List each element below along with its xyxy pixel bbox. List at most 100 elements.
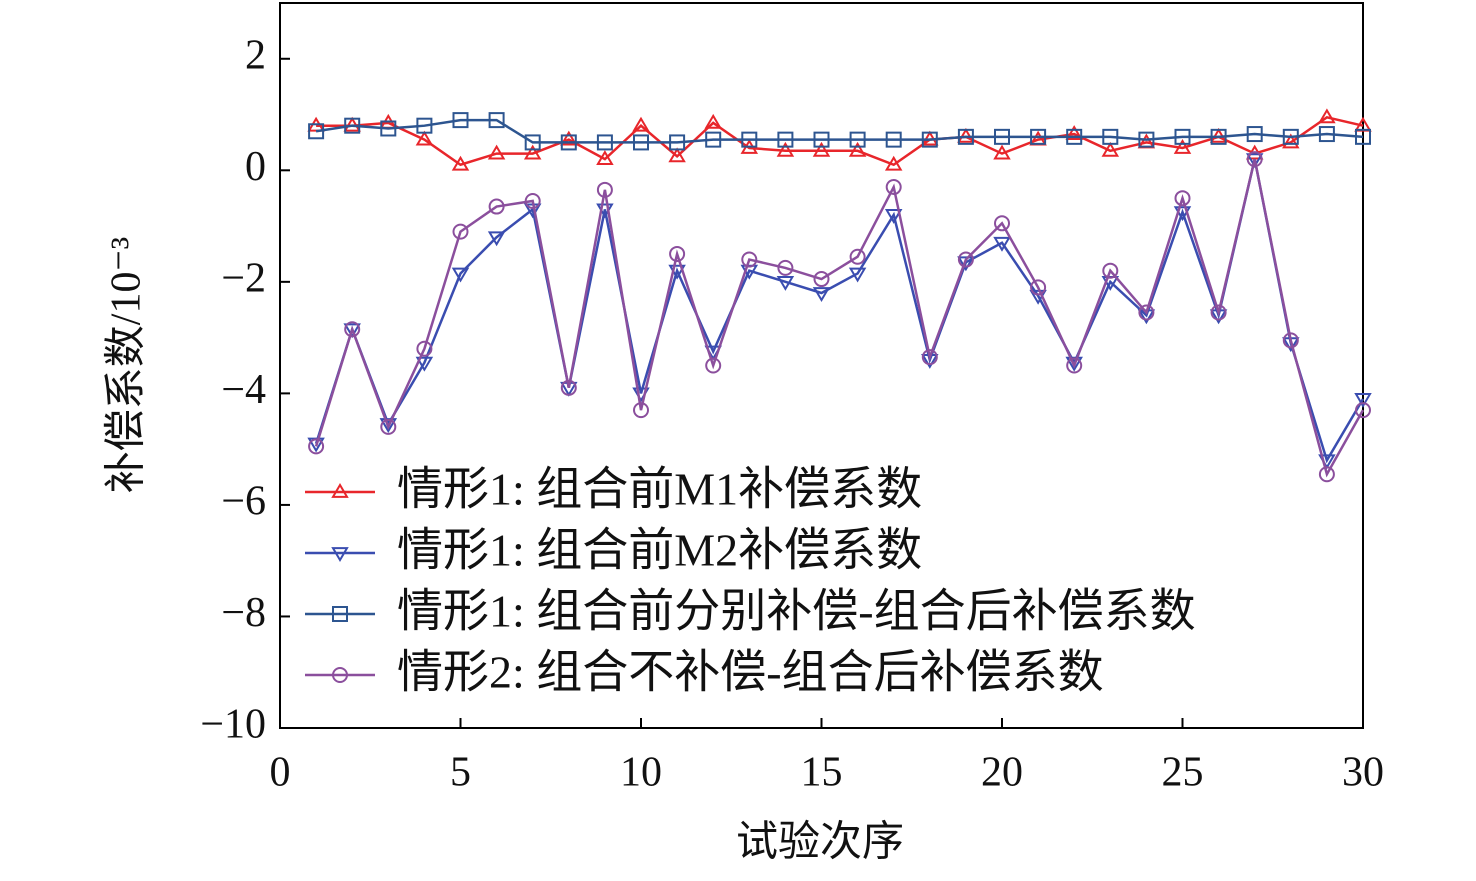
marker bbox=[704, 113, 722, 129]
marker bbox=[1318, 466, 1335, 483]
marker bbox=[1102, 262, 1119, 279]
marker bbox=[344, 117, 361, 134]
marker bbox=[560, 134, 577, 151]
marker bbox=[488, 112, 505, 129]
series-line bbox=[314, 158, 1365, 478]
series-line bbox=[316, 115, 1364, 167]
marker bbox=[308, 438, 325, 455]
marker bbox=[994, 215, 1010, 232]
marker bbox=[633, 134, 649, 151]
marker bbox=[884, 209, 903, 224]
marker bbox=[777, 259, 794, 276]
marker bbox=[560, 379, 577, 396]
marker bbox=[885, 179, 902, 196]
marker bbox=[1173, 139, 1192, 154]
marker bbox=[669, 245, 686, 262]
marker bbox=[813, 271, 830, 288]
y-tick-label: −2 bbox=[221, 255, 266, 301]
legend-label: 情形1: 组合前分别补偿-组合后补偿系数 bbox=[397, 586, 1196, 637]
marker bbox=[452, 223, 469, 240]
x-tick-label: 25 bbox=[1162, 750, 1204, 796]
y-tick-label: −8 bbox=[221, 590, 266, 636]
legend-label: 情形2: 组合不补偿-组合后补偿系数 bbox=[397, 647, 1104, 698]
marker bbox=[1066, 357, 1083, 374]
x-axis-label: 试验次序 bbox=[736, 819, 904, 866]
marker bbox=[1282, 133, 1300, 149]
y-axis-label: 补偿系数/10⁻³ bbox=[104, 237, 150, 493]
marker bbox=[957, 251, 974, 268]
y-tick-label: −4 bbox=[221, 367, 266, 413]
x-tick-label: 10 bbox=[620, 750, 662, 796]
marker bbox=[1355, 402, 1371, 419]
marker bbox=[848, 141, 867, 157]
marker bbox=[741, 131, 758, 148]
marker bbox=[1318, 108, 1336, 124]
marker bbox=[1282, 332, 1299, 349]
marker bbox=[812, 287, 831, 302]
series-line bbox=[314, 158, 1365, 464]
marker bbox=[1245, 153, 1264, 169]
marker bbox=[1318, 126, 1335, 143]
y-tick-label: −6 bbox=[221, 479, 266, 525]
marker bbox=[1174, 190, 1191, 207]
marker bbox=[1246, 126, 1263, 143]
marker bbox=[957, 256, 975, 272]
marker bbox=[415, 130, 434, 146]
series-line bbox=[315, 118, 1364, 144]
y-tick-label: −10 bbox=[200, 702, 266, 748]
marker bbox=[1065, 125, 1083, 140]
marker bbox=[632, 116, 650, 132]
marker bbox=[1210, 304, 1227, 321]
marker bbox=[885, 131, 902, 148]
marker bbox=[332, 667, 348, 683]
marker bbox=[596, 150, 614, 166]
marker bbox=[994, 128, 1010, 145]
marker bbox=[523, 144, 542, 160]
marker bbox=[451, 267, 470, 283]
marker bbox=[524, 192, 541, 209]
marker bbox=[1355, 128, 1371, 145]
marker bbox=[560, 130, 578, 146]
marker bbox=[1246, 151, 1263, 168]
marker bbox=[1138, 131, 1155, 148]
marker bbox=[331, 483, 349, 498]
marker bbox=[921, 131, 938, 148]
marker bbox=[487, 144, 506, 160]
marker bbox=[343, 323, 361, 339]
marker bbox=[416, 117, 433, 134]
marker bbox=[669, 134, 686, 151]
y-tick-label: 0 bbox=[245, 144, 266, 190]
marker bbox=[1282, 128, 1299, 145]
marker bbox=[596, 134, 613, 151]
marker bbox=[705, 357, 722, 374]
marker bbox=[884, 155, 903, 171]
marker bbox=[1138, 304, 1155, 321]
marker bbox=[1101, 141, 1120, 157]
marker bbox=[633, 402, 649, 419]
marker bbox=[776, 275, 795, 291]
marker bbox=[741, 251, 758, 268]
marker bbox=[415, 356, 434, 372]
marker bbox=[308, 123, 325, 140]
marker bbox=[1030, 279, 1047, 296]
marker bbox=[848, 267, 867, 283]
marker bbox=[343, 116, 361, 132]
marker bbox=[1210, 128, 1227, 145]
marker bbox=[380, 120, 397, 137]
marker bbox=[705, 131, 722, 148]
marker bbox=[812, 141, 831, 157]
x-tick-label: 5 bbox=[450, 750, 471, 796]
marker bbox=[416, 340, 433, 357]
marker bbox=[993, 236, 1011, 252]
marker bbox=[957, 128, 974, 145]
marker bbox=[1174, 128, 1191, 145]
legend-label: 情形1: 组合前M1补偿系数 bbox=[397, 464, 922, 515]
marker bbox=[488, 198, 505, 215]
marker bbox=[332, 606, 348, 622]
y-tick-label: 2 bbox=[245, 32, 266, 78]
marker bbox=[813, 131, 830, 148]
marker bbox=[776, 141, 795, 157]
x-tick-label: 0 bbox=[270, 750, 291, 796]
marker bbox=[524, 134, 541, 151]
